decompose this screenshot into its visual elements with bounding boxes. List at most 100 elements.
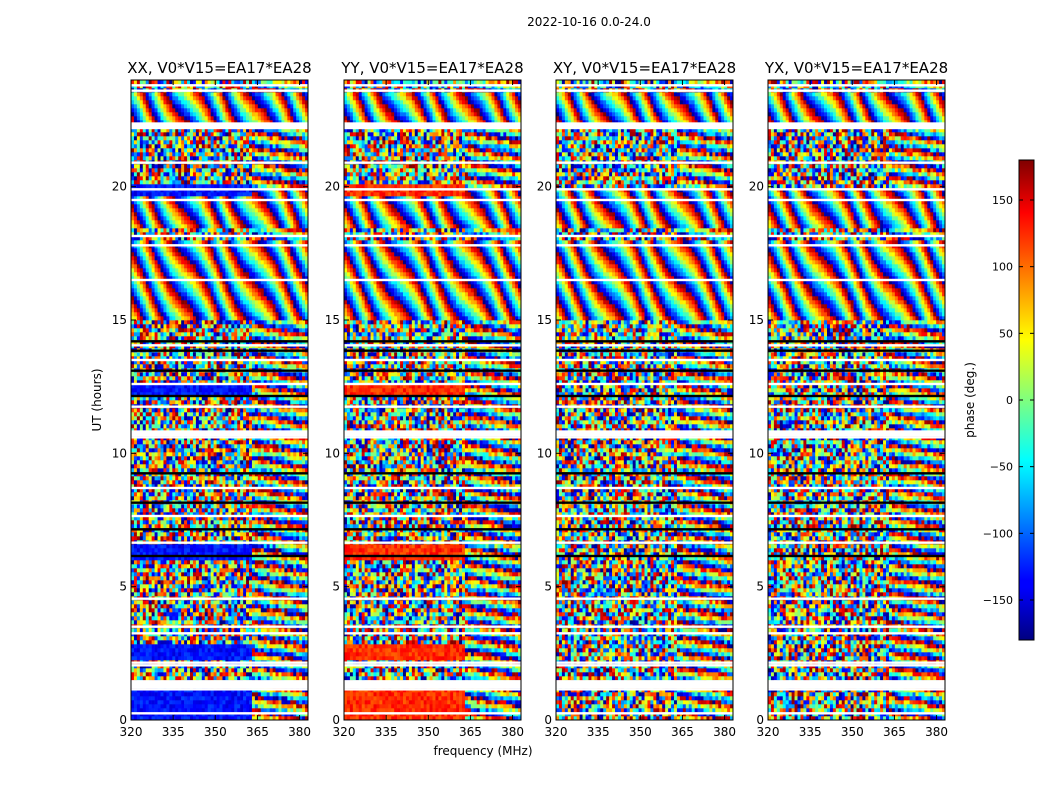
flagged-row [768,395,945,397]
y-tick-label: 15 [749,313,764,327]
y-tick-label: 15 [112,313,127,327]
flagged-row [768,161,945,163]
flagged-row [556,472,733,474]
flagged-row [768,89,945,91]
y-tick-label: 0 [119,713,127,727]
x-tick-label: 380 [713,725,736,739]
y-tick-label: 5 [756,580,764,594]
flagged-row [344,436,521,438]
flagged-row [768,405,945,407]
flagged-row [556,359,733,361]
flagged-row [344,682,521,688]
flagged-row [131,688,308,690]
flagged-row [556,515,733,517]
flagged-row [556,344,733,346]
flagged-row [131,712,308,714]
flagged-row [556,625,733,627]
flagged-row [768,632,945,634]
flagged-row [556,501,733,503]
flagged-row [344,122,521,128]
flagged-row [556,383,733,385]
flagged-row [556,680,733,682]
y-tick-label: 20 [749,180,764,194]
flagged-row [131,632,308,634]
flagged-row [556,199,733,201]
y-tick-label: 0 [544,713,552,727]
flagged-row [556,712,733,714]
flagged-row [344,664,521,666]
x-tick-label: 335 [375,725,398,739]
flagged-row [556,279,733,281]
flagged-row [768,501,945,503]
flagged-row [556,395,733,397]
x-tick-label: 320 [757,725,780,739]
flagged-row [556,89,733,91]
x-tick-label: 320 [333,725,356,739]
flagged-row [131,555,308,557]
flagged-row [768,430,945,436]
flagged-row [131,472,308,474]
flagged-row [768,515,945,517]
flagged-row [768,344,945,346]
y-tick-label: 5 [119,580,127,594]
flagged-row [556,405,733,407]
colorbar-tick-label: 0 [1006,394,1013,407]
y-tick-label: 10 [537,446,552,460]
flagged-row [131,597,308,599]
flagged-row [344,395,521,397]
flagged-row [768,359,945,361]
flagged-row [556,661,733,663]
flagged-row [131,161,308,163]
flagged-row [344,244,521,246]
flagged-row [131,487,308,489]
flagged-row [131,279,308,281]
flagged-row [768,487,945,489]
flagged-row [768,680,945,682]
x-tick-label: 365 [671,725,694,739]
flagged-row [556,244,733,246]
flagged-row [344,528,521,530]
flagged-row [344,541,521,543]
flagged-row [768,188,945,190]
flagged-row [768,279,945,281]
flagged-row [344,89,521,91]
flagged-row [556,84,733,86]
flagged-row [344,688,521,690]
colorbar-tick-label: 50 [999,327,1013,340]
flagged-row [768,625,945,627]
flagged-row [344,661,521,663]
flagged-row [344,340,521,342]
flagged-row [344,487,521,489]
panel-title: YX, V0*V15=EA17*EA28 [764,59,948,77]
flagged-row [131,664,308,666]
flagged-row [131,349,308,351]
flagged-row [131,680,308,682]
y-tick-label: 20 [537,180,552,194]
y-tick-label: 10 [325,446,340,460]
flagged-row [768,199,945,201]
flagged-row [344,712,521,714]
flagged-row [131,84,308,86]
flagged-row [556,682,733,688]
flagged-row [344,344,521,346]
y-tick-label: 20 [112,180,127,194]
flagged-row [344,161,521,163]
x-tick-label: 335 [587,725,610,739]
flagged-row [768,528,945,530]
flagged-row [344,349,521,351]
flagged-row [556,188,733,190]
x-tick-label: 350 [417,725,440,739]
flagged-row [344,625,521,627]
x-tick-label: 380 [925,725,948,739]
flagged-row [768,712,945,714]
panel-title: XY, V0*V15=EA17*EA28 [553,59,736,77]
flagged-row [556,340,733,342]
heatmap-cells [344,80,521,720]
flagged-row [131,436,308,438]
flagged-row [131,359,308,361]
y-tick-label: 15 [325,313,340,327]
flagged-row [768,472,945,474]
flagged-row [768,84,945,86]
